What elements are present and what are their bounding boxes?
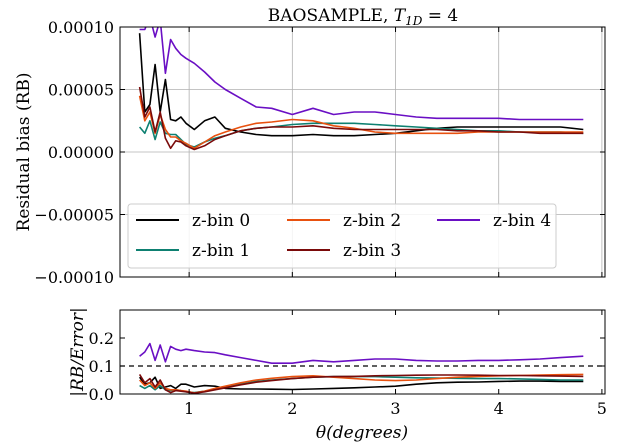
legend-label-zbin-1: z-bin 1 bbox=[192, 241, 250, 261]
bottom-ytick-label-0: 0.0 bbox=[89, 385, 114, 404]
bottom-ytick-labels: 0.0 0.1 0.2 bbox=[89, 329, 114, 404]
legend-label-zbin-0: z-bin 0 bbox=[192, 211, 250, 231]
top-ytick-label-1: −0.00005 bbox=[34, 206, 114, 225]
chart-title-math: T bbox=[394, 6, 407, 26]
chart-title-tail: = 4 bbox=[422, 6, 458, 26]
bottom-xtick-label-1: 2 bbox=[287, 399, 297, 418]
top-ticks bbox=[120, 26, 605, 278]
chart-title-text: BAOSAMPLE, bbox=[268, 6, 394, 26]
top-ytick-labels: −0.00010 −0.00005 0.00000 0.00005 0.00010 bbox=[34, 18, 114, 287]
bottom-ticks bbox=[120, 310, 605, 395]
bottom-panel: 0.0 0.1 0.2 1 2 3 4 5 |RB/Error| θ(degrees) bbox=[68, 307, 607, 443]
top-ytick-label-2: 0.00000 bbox=[48, 143, 114, 162]
top-series-line-zbin-0 bbox=[138, 33, 584, 137]
top-panel: −0.00010 −0.00005 0.00000 0.00005 0.00010 Re… bbox=[14, 18, 606, 287]
top-ytick-label-3: 0.00005 bbox=[48, 81, 114, 100]
top-y-axis-label: Residual bias (RB) bbox=[14, 73, 34, 232]
bottom-series-line-zbin-2 bbox=[139, 373, 584, 394]
legend-label-zbin-4: z-bin 4 bbox=[493, 211, 551, 231]
top-series-line-zbin-2 bbox=[138, 95, 584, 150]
top-series-group bbox=[138, 27, 584, 151]
bottom-ytick-label-1: 0.1 bbox=[89, 357, 114, 376]
bottom-panel-frame bbox=[119, 309, 606, 395]
legend: z-bin 0 z-bin 1 z-bin 2 z-bin 3 z-bin 4 bbox=[127, 203, 557, 269]
bottom-series-line-zbin-3 bbox=[138, 373, 584, 394]
bottom-y-axis-label: |RB/Error| bbox=[68, 307, 88, 397]
bottom-xtick-label-2: 3 bbox=[390, 399, 400, 418]
bottom-xtick-label-4: 5 bbox=[597, 399, 607, 418]
bottom-series-group bbox=[138, 342, 584, 394]
legend-label-zbin-2: z-bin 2 bbox=[343, 211, 401, 231]
bottom-xtick-label-3: 4 bbox=[494, 399, 504, 418]
bottom-ytick-label-2: 0.2 bbox=[89, 329, 114, 348]
top-series-line-zbin-1 bbox=[138, 120, 584, 148]
chart-title-subscript: 1D bbox=[405, 14, 423, 28]
legend-label-zbin-3: z-bin 3 bbox=[343, 241, 401, 261]
top-ytick-label-0: −0.00010 bbox=[34, 268, 114, 287]
bottom-xtick-label-0: 1 bbox=[184, 399, 194, 418]
x-axis-label: θ(degrees) bbox=[316, 423, 408, 443]
top-series-line-zbin-3 bbox=[138, 86, 584, 151]
top-series-line-zbin-4 bbox=[139, 27, 584, 121]
top-ytick-label-4: 0.00010 bbox=[48, 18, 114, 37]
bottom-series-line-zbin-4 bbox=[139, 342, 584, 365]
bottom-series-line-zbin-0 bbox=[138, 376, 584, 391]
chart-title: BAOSAMPLE, T1D = 4 bbox=[268, 6, 458, 28]
bottom-xtick-labels: 1 2 3 4 5 bbox=[184, 399, 607, 418]
